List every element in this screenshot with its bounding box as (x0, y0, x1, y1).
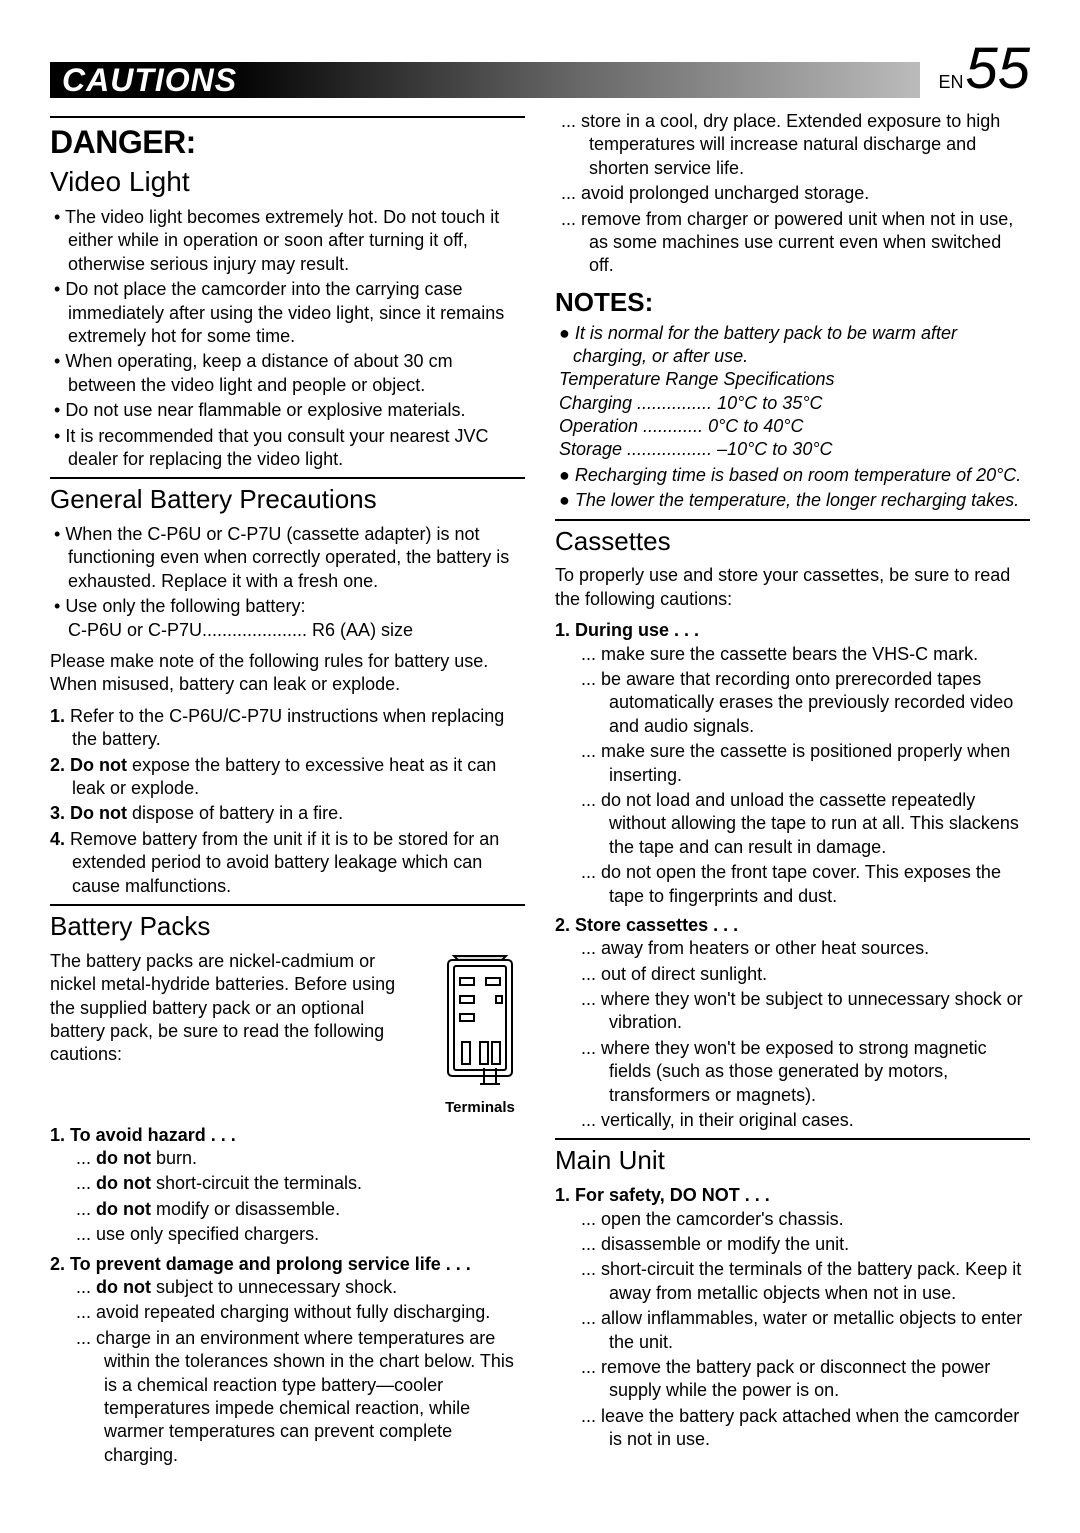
spec-head: Temperature Range Specifications (573, 368, 835, 391)
list-item: do not short-circuit the terminals. (76, 1172, 525, 1195)
list-item: allow inflammables, water or metallic ob… (581, 1307, 1030, 1354)
battery-packs-intro: The battery packs are nickel-cadmium or … (50, 950, 423, 1067)
page-number-block: EN55 (920, 40, 1030, 98)
spec-charging: Charging ............... 10°C to 35°C (573, 392, 823, 415)
right-column: store in a cool, dry place. Extended exp… (555, 110, 1030, 1469)
prevent-subhead: 2. To prevent damage and prolong service… (50, 1253, 525, 1276)
store-cassettes-list: away from heaters or other heat sources.… (555, 937, 1030, 1132)
list-item: It is recommended that you consult your … (50, 425, 525, 472)
list-item: make sure the cassette is positioned pro… (581, 740, 1030, 787)
list-item: remove the battery pack or disconnect th… (581, 1356, 1030, 1403)
notes-text: It is normal for the battery pack to be … (573, 323, 957, 366)
list-item: The lower the temperature, the longer re… (555, 489, 1030, 512)
safety-subhead: 1. For safety, DO NOT . . . (555, 1184, 1030, 1207)
list-item: Do not dispose of battery in a fire. (50, 802, 525, 825)
battery-pack-figure: Terminals (435, 950, 525, 1118)
notes-heading: NOTES: (555, 286, 1030, 320)
divider (555, 1138, 1030, 1140)
spec-operation: Operation ............ 0°C to 40°C (573, 415, 804, 438)
video-light-heading: Video Light (50, 164, 525, 200)
terminals-label: Terminals (435, 1098, 525, 1118)
list-item: When operating, keep a distance of about… (50, 350, 525, 397)
list-item: disassemble or modify the unit. (581, 1233, 1030, 1256)
page-lang: EN (938, 72, 963, 92)
list-item: Do not expose the battery to excessive h… (50, 754, 525, 801)
header-title: CAUTIONS (62, 62, 237, 99)
hazard-list: do not burn. do not short-circuit the te… (50, 1147, 525, 1247)
cont-list: store in a cool, dry place. Extended exp… (555, 110, 1030, 278)
list-item: Refer to the C-P6U/C-P7U instructions wh… (50, 705, 525, 752)
list-item: vertically, in their original cases. (581, 1109, 1030, 1132)
hazard-subhead: 1. To avoid hazard . . . (50, 1124, 525, 1147)
list-item: do not load and unload the cassette repe… (581, 789, 1030, 859)
list-item: charge in an environment where temperatu… (76, 1327, 525, 1467)
list-item: do not subject to unnecessary shock. (76, 1276, 525, 1299)
list-item: Do not place the camcorder into the carr… (50, 278, 525, 348)
list-item: make sure the cassette bears the VHS-C m… (581, 643, 1030, 666)
list-item: Do not use near flammable or explosive m… (50, 399, 525, 422)
list-item: Use only the following battery: C-P6U or… (50, 595, 525, 642)
battery-packs-row: The battery packs are nickel-cadmium or … (50, 950, 525, 1118)
list-item: short-circuit the terminals of the batte… (581, 1258, 1030, 1305)
store-cassettes-subhead: 2. Store cassettes . . . (555, 914, 1030, 937)
battery-numbered: Refer to the C-P6U/C-P7U instructions wh… (50, 705, 525, 898)
cassettes-heading: Cassettes (555, 525, 1030, 559)
page-number: 55 (965, 36, 1030, 101)
list-item: be aware that recording onto prerecorded… (581, 668, 1030, 738)
battery-note: Please make note of the following rules … (50, 650, 525, 697)
battery-packs-heading: Battery Packs (50, 910, 525, 944)
gen-battery-bullets: When the C-P6U or C-P7U (cassette adapte… (50, 523, 525, 642)
header-bar: CAUTIONS (50, 62, 920, 98)
during-use-subhead: 1. During use . . . (555, 619, 1030, 642)
list-item: store in a cool, dry place. Extended exp… (561, 110, 1030, 180)
list-item: The video light becomes extremely hot. D… (50, 206, 525, 276)
divider (50, 116, 525, 118)
during-use-list: make sure the cassette bears the VHS-C m… (555, 643, 1030, 908)
list-item: away from heaters or other heat sources. (581, 937, 1030, 960)
prevent-list: do not subject to unnecessary shock. avo… (50, 1276, 525, 1467)
divider (50, 904, 525, 906)
list-item: When the C-P6U or C-P7U (cassette adapte… (50, 523, 525, 593)
divider (555, 519, 1030, 521)
list-item: It is normal for the battery pack to be … (555, 322, 1030, 462)
notes-list: It is normal for the battery pack to be … (555, 322, 1030, 513)
divider (50, 477, 525, 479)
gen-battery-heading: General Battery Precautions (50, 483, 525, 517)
main-unit-heading: Main Unit (555, 1144, 1030, 1178)
list-item: Remove battery from the unit if it is to… (50, 828, 525, 898)
spec-storage: Storage ................. –10°C to 30°C (573, 438, 833, 461)
list-item: do not burn. (76, 1147, 525, 1170)
list-item: avoid repeated charging without fully di… (76, 1301, 525, 1324)
left-column: DANGER: Video Light The video light beco… (50, 110, 525, 1469)
list-item: where they won't be exposed to strong ma… (581, 1037, 1030, 1107)
content-columns: DANGER: Video Light The video light beco… (50, 110, 1030, 1469)
cassettes-intro: To properly use and store your cassettes… (555, 564, 1030, 611)
list-item: open the camcorder's chassis. (581, 1208, 1030, 1231)
battery-pack-icon (440, 950, 520, 1090)
page-header: CAUTIONS EN55 (50, 40, 1030, 98)
danger-heading: DANGER: (50, 122, 525, 164)
list-item: leave the battery pack attached when the… (581, 1405, 1030, 1452)
list-item: where they won't be subject to unnecessa… (581, 988, 1030, 1035)
list-item: use only specified chargers. (76, 1223, 525, 1246)
list-item: do not open the front tape cover. This e… (581, 861, 1030, 908)
list-item: Recharging time is based on room tempera… (555, 464, 1030, 487)
safety-list: open the camcorder's chassis. disassembl… (555, 1208, 1030, 1452)
list-item: out of direct sunlight. (581, 963, 1030, 986)
list-item: avoid prolonged uncharged storage. (561, 182, 1030, 205)
list-item: do not modify or disassemble. (76, 1198, 525, 1221)
video-light-list: The video light becomes extremely hot. D… (50, 206, 525, 471)
list-item: remove from charger or powered unit when… (561, 208, 1030, 278)
